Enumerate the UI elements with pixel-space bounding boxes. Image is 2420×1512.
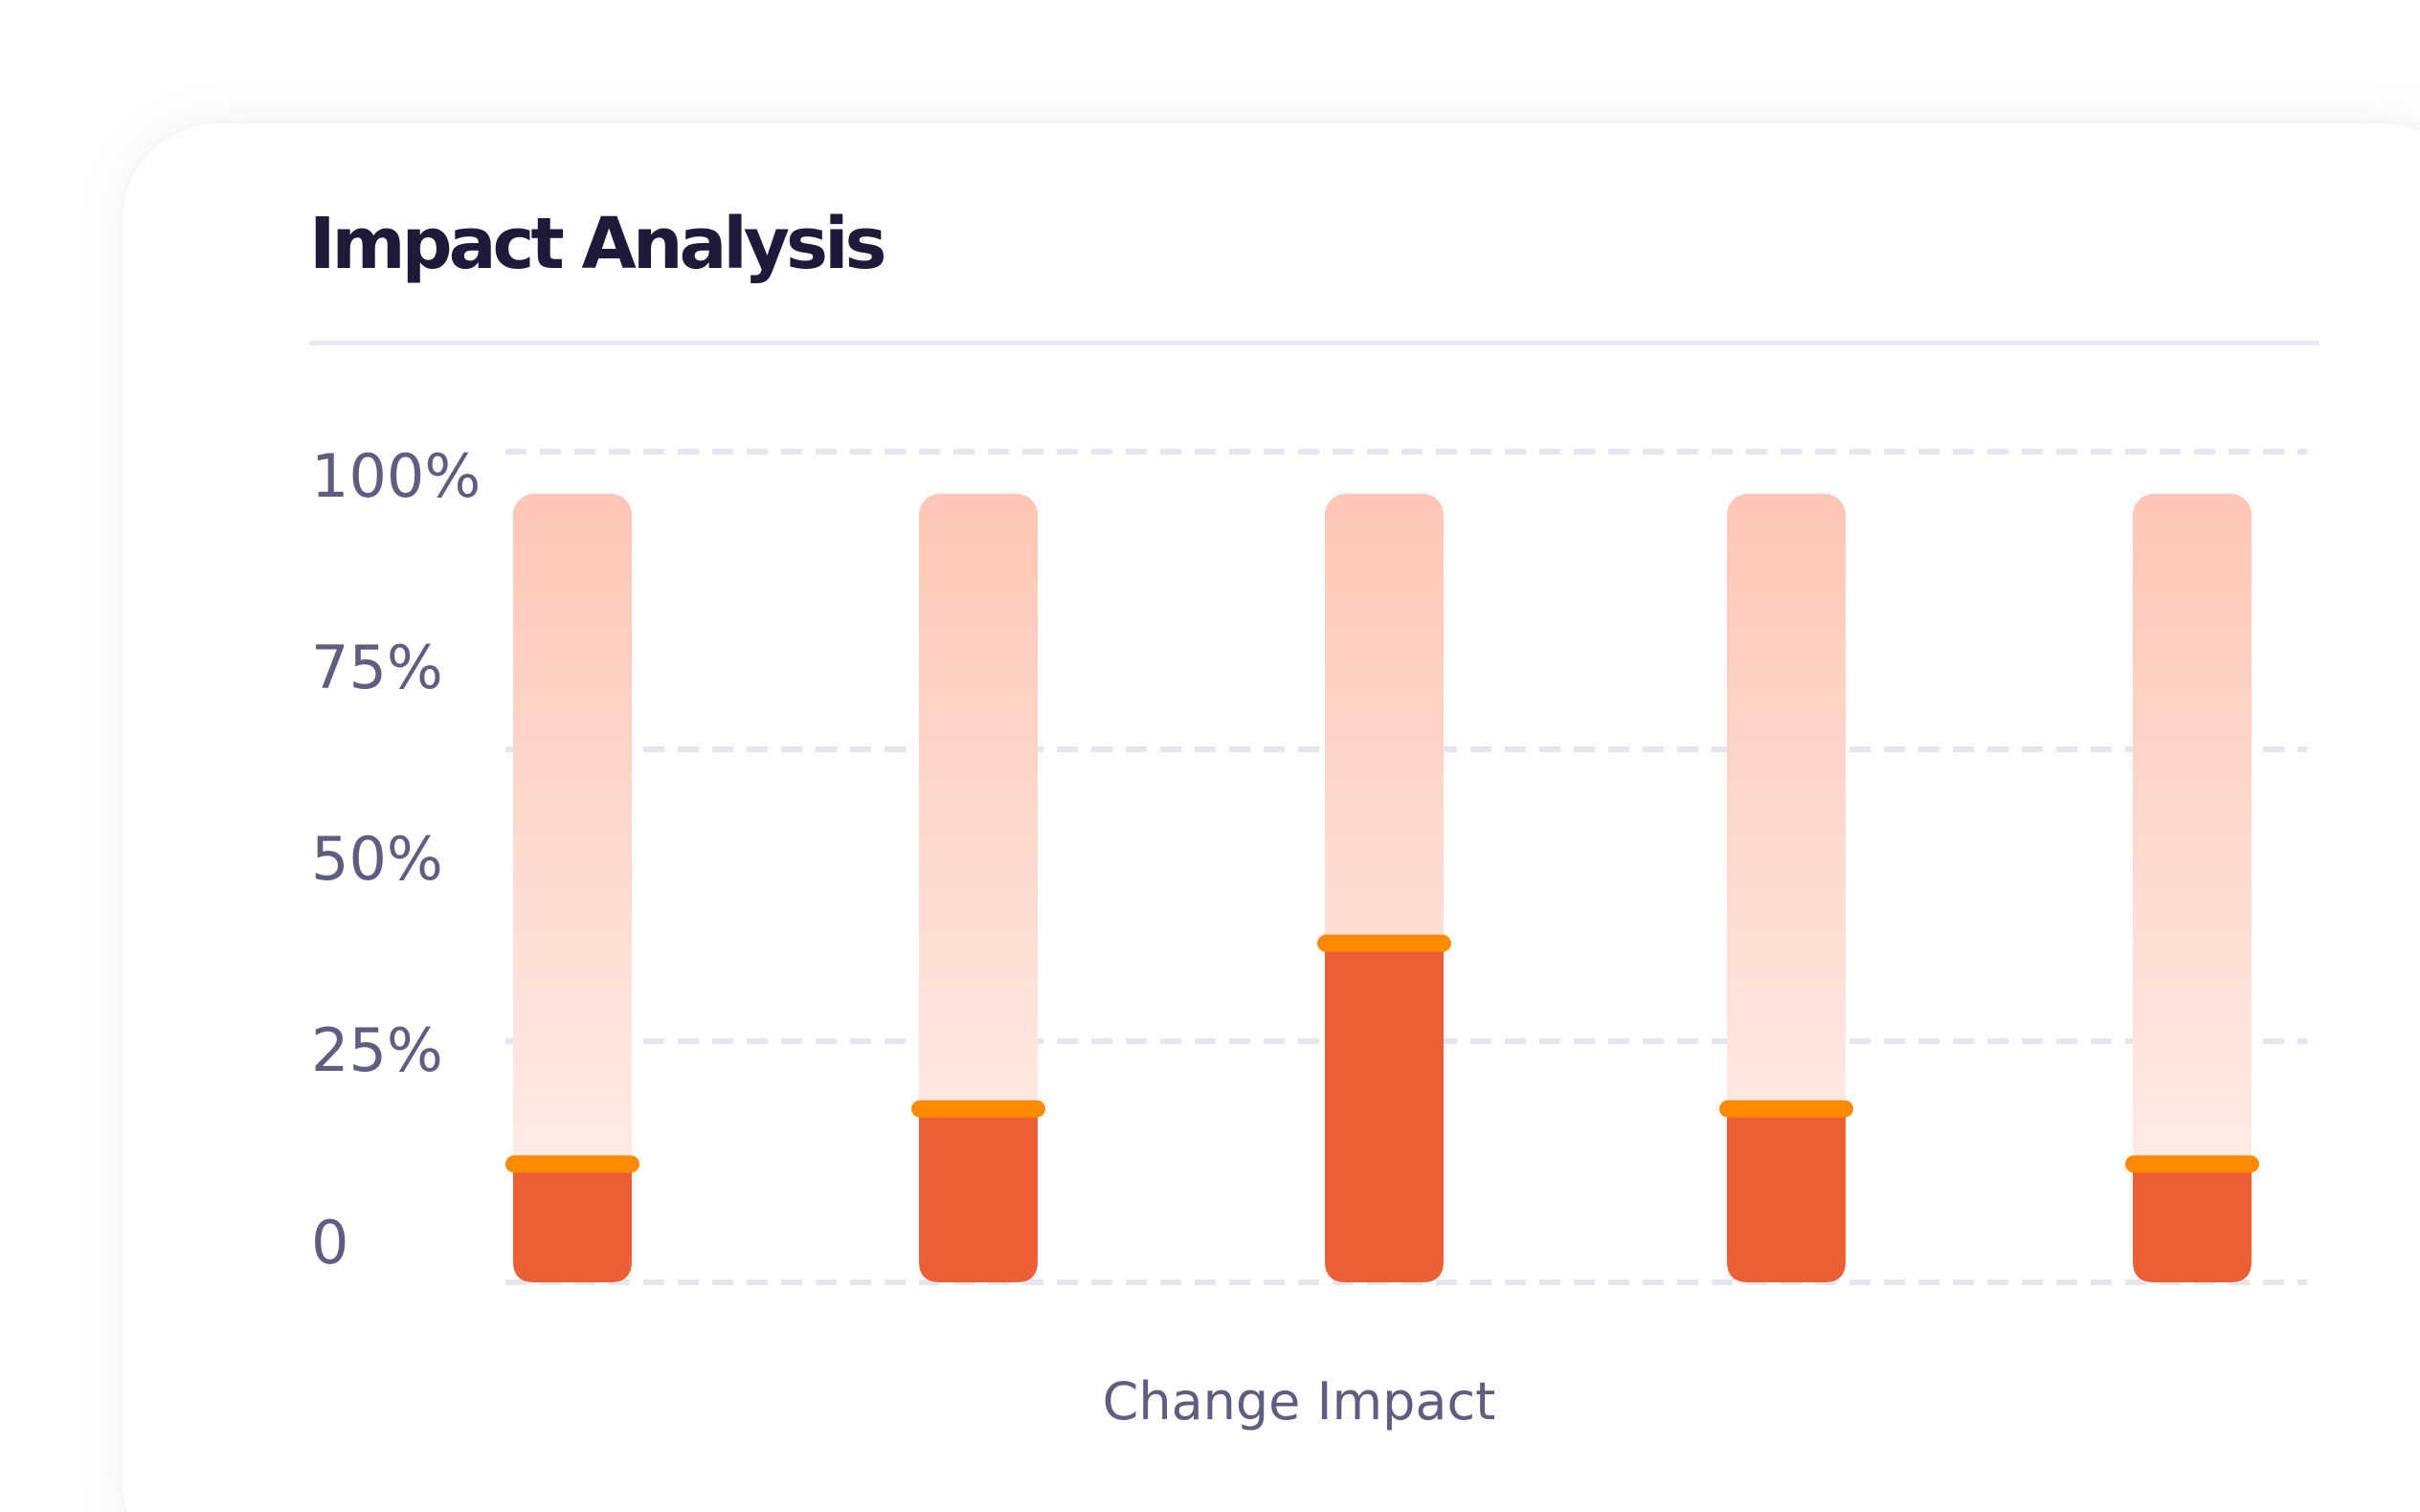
bar-group [911, 494, 1045, 1282]
bar-group [505, 494, 639, 1282]
bar [919, 1108, 1038, 1282]
bar-cap [911, 1100, 1045, 1118]
bar [2133, 1164, 2252, 1282]
y-axis-ticks: 0 25% 50% 75% 100% [311, 441, 481, 1278]
bar [1727, 1108, 1846, 1282]
x-axis-title: Change Impact [1103, 1371, 1496, 1432]
card-title: Impact Analysis [309, 203, 886, 285]
bar-cap [2125, 1155, 2259, 1173]
bar-cap [505, 1155, 639, 1173]
bar-group [1317, 494, 1451, 1282]
y-tick-label: 0 [311, 1208, 348, 1278]
bar-track [2133, 494, 2252, 1282]
bar-group [1719, 494, 1853, 1282]
bars [505, 494, 2259, 1282]
bar-track [919, 494, 1038, 1282]
bar [1325, 943, 1444, 1282]
bar-group [2125, 494, 2259, 1282]
bar-track [1727, 494, 1846, 1282]
y-tick-label: 100% [311, 441, 481, 511]
bar [513, 1164, 632, 1282]
y-tick-label: 25% [311, 1015, 443, 1085]
y-tick-label: 75% [311, 633, 443, 702]
title-divider [309, 341, 2319, 345]
bar-track [513, 494, 632, 1282]
bar-cap [1317, 934, 1451, 952]
bar-cap [1719, 1100, 1853, 1118]
y-tick-label: 50% [311, 824, 443, 894]
